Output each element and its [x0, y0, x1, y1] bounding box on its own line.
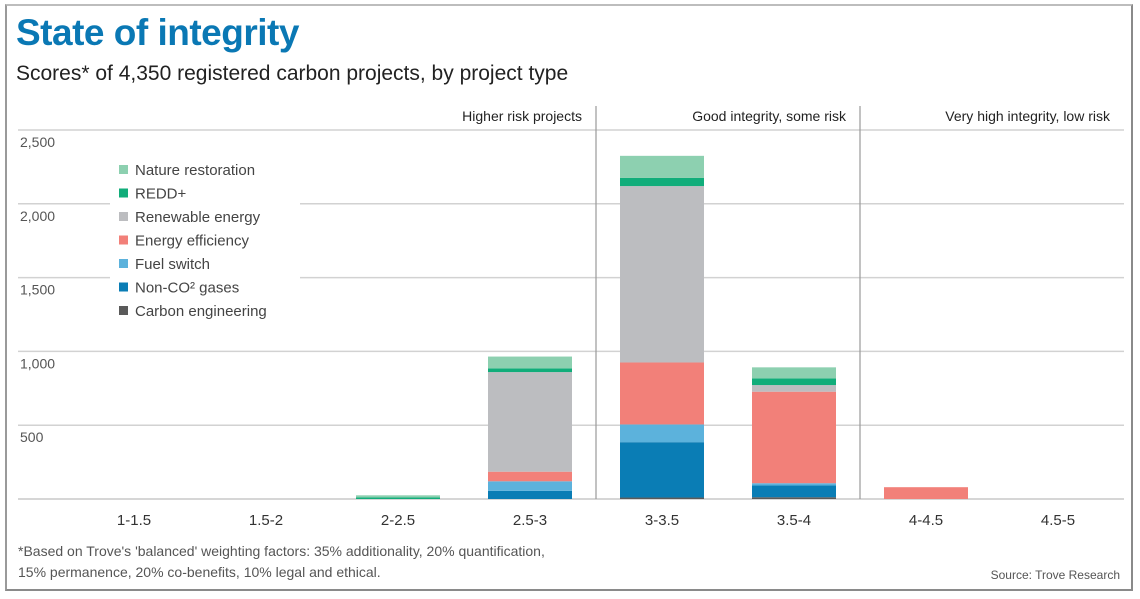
legend-swatch: [119, 259, 128, 268]
legend-item: Renewable energy: [119, 209, 261, 226]
x-tick-label: 4.5-5: [1041, 512, 1075, 529]
legend-label: Fuel switch: [135, 256, 210, 273]
y-tick-label: 1,000: [20, 355, 55, 371]
bar-segment-non-co-gases: [752, 485, 836, 498]
x-tick-label: 2-2.5: [381, 512, 415, 529]
bar-stack-4-4.5: [884, 487, 968, 499]
legend-item: Non-CO² gases: [119, 280, 239, 297]
bar-segment-non-co-gases: [620, 442, 704, 498]
x-tick-label: 3-3.5: [645, 512, 679, 529]
bar-stack-2.5-3: [488, 356, 572, 499]
bar-segment-nature-restoration: [620, 155, 704, 178]
bar-segment-redd-: [356, 497, 440, 499]
legend-swatch: [119, 282, 128, 292]
bar-segment-fuel-switch: [620, 424, 704, 443]
footnote-line-1: *Based on Trove's 'balanced' weighting f…: [18, 543, 545, 559]
legend-swatch: [119, 235, 128, 245]
footnote: *Based on Trove's 'balanced' weighting f…: [18, 541, 545, 583]
legend-label: Renewable energy: [135, 209, 261, 226]
zone-label: Good integrity, some risk: [692, 108, 847, 124]
bar-segment-carbon-engineering: [620, 497, 704, 499]
bar-segment-renewable-energy: [752, 385, 836, 392]
legend-item: Fuel switch: [119, 256, 210, 273]
legend-label: REDD+: [135, 186, 187, 203]
bar-stack-2-2.5: [356, 495, 440, 499]
legend-label: Carbon engineering: [135, 303, 267, 320]
bar-segment-energy-efficiency: [620, 362, 704, 425]
bar-segment-redd-: [752, 378, 836, 386]
bar-segment-fuel-switch: [752, 483, 836, 486]
legend-background: [110, 156, 300, 326]
bar-segment-renewable-energy: [620, 186, 704, 363]
legend-swatch: [119, 306, 128, 315]
bar-segment-redd-: [620, 177, 704, 187]
zone-annotations: Higher risk projects Good integrity, some…: [462, 106, 1111, 499]
bar-segment-nature-restoration: [752, 367, 836, 379]
legend-swatch: [119, 212, 128, 221]
x-tick-label: 2.5-3: [513, 512, 547, 529]
bar-stack-3-3.5: [620, 155, 704, 499]
legend-item: Energy efficiency: [119, 233, 249, 250]
y-tick-label: 1,500: [20, 282, 55, 298]
bar-segment-redd-: [488, 368, 572, 373]
bar-segment-energy-efficiency: [488, 471, 572, 482]
zone-label: Higher risk projects: [462, 108, 582, 124]
y-tick-label: 2,500: [20, 134, 55, 150]
footnote-line-2: 15% permanence, 20% co-benefits, 10% leg…: [18, 564, 381, 580]
legend-label: Non-CO² gases: [135, 280, 239, 297]
legend-swatch: [119, 188, 128, 198]
y-tick-label: 500: [20, 429, 44, 445]
bar-segment-nature-restoration: [488, 356, 572, 369]
bar-segment-fuel-switch: [488, 481, 572, 491]
bar-segment-non-co-gases: [488, 490, 572, 499]
x-tick-label: 1-1.5: [117, 512, 151, 529]
source-credit: Source: Trove Research: [990, 568, 1120, 582]
chart-title: State of integrity: [16, 12, 299, 53]
bar-segment-energy-efficiency: [884, 487, 968, 499]
legend-item: Carbon engineering: [119, 303, 267, 320]
legend-swatch: [119, 165, 128, 174]
zone-label: Very high integrity, low risk: [945, 108, 1111, 124]
bar-segment-energy-efficiency: [752, 391, 836, 484]
bar-segment-nature-restoration: [356, 495, 440, 498]
bar-segment-carbon-engineering: [752, 497, 836, 499]
x-tick-label: 1.5-2: [249, 512, 283, 529]
legend-item: REDD+: [119, 186, 187, 203]
bar-segment-renewable-energy: [488, 372, 572, 472]
legend-label: Energy efficiency: [135, 233, 249, 250]
y-tick-label: 2,000: [20, 208, 55, 224]
x-tick-label: 4-4.5: [909, 512, 943, 529]
legend: Nature restoration REDD+ Renewable energy E…: [110, 156, 300, 326]
bars: [356, 155, 968, 499]
chart-subtitle: Scores* of 4,350 registered carbon proje…: [16, 62, 569, 85]
x-axis-ticks: 1-1.5 1.5-2 2-2.5 2.5-3 3-3.5 3.5-4 4-4.5 4.5-5: [117, 512, 1075, 529]
bar-stack-3.5-4: [752, 367, 836, 499]
x-tick-label: 3.5-4: [777, 512, 811, 529]
y-axis-ticks: 500 1,000 1,500 2,000 2,500: [20, 134, 55, 445]
legend-label: Nature restoration: [135, 162, 255, 179]
legend-item: Nature restoration: [119, 162, 255, 179]
